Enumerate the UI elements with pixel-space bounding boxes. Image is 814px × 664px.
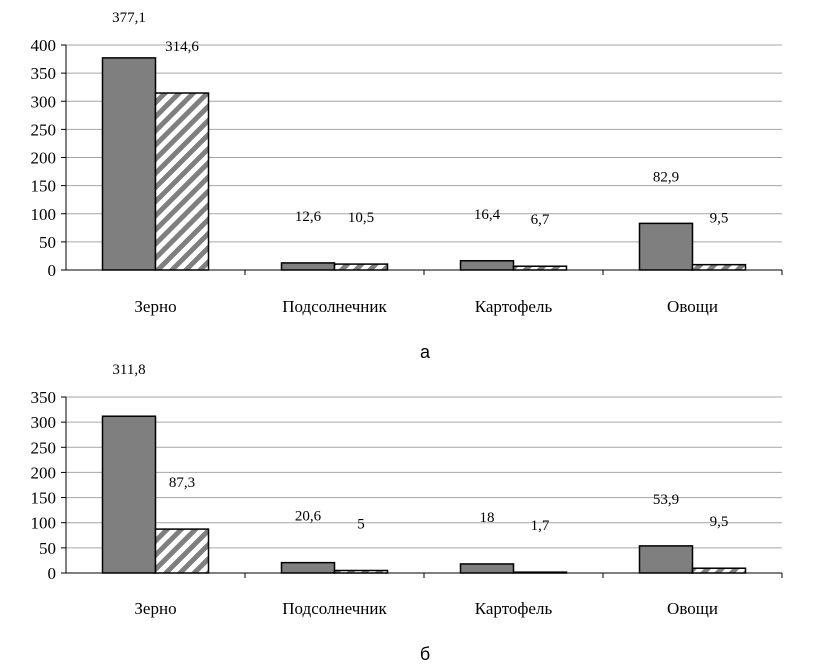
bar-series-1	[459, 563, 515, 574]
bar-series-2	[512, 571, 568, 574]
y-tick-label: 350	[31, 64, 57, 83]
y-tick-label: 250	[31, 120, 57, 139]
bar-series-2	[154, 92, 210, 271]
y-tick-label: 0	[48, 564, 57, 583]
data-label: 9,5	[710, 514, 729, 530]
y-tick-label: 100	[31, 514, 57, 533]
bar-series-1	[101, 57, 157, 271]
bar-series-1	[280, 561, 336, 574]
y-tick-label: 100	[31, 205, 57, 224]
y-tick-label: 300	[31, 413, 57, 432]
category-label: Картофель	[475, 599, 553, 618]
category-label: Подсолнечник	[282, 297, 387, 316]
data-label: 5	[357, 516, 365, 532]
data-label: 20,6	[295, 509, 322, 525]
y-tick-label: 50	[39, 539, 56, 558]
chart-a: 0 50 100 150 200 250 300 350 400 Зерно 377,1 314,6 П…	[31, 10, 783, 316]
y-tick-label: 350	[31, 388, 57, 407]
y-tick-label: 150	[31, 489, 57, 508]
bar-series-2	[691, 567, 747, 574]
bar-series-2	[512, 265, 568, 271]
data-label: 82,9	[653, 169, 679, 185]
y-tick-label: 150	[31, 177, 57, 196]
y-tick-label: 50	[39, 233, 56, 252]
y-tick-label: 200	[31, 463, 57, 482]
bar-series-2	[333, 569, 389, 574]
data-label: 311,8	[112, 362, 145, 378]
data-label: 16,4	[474, 207, 501, 223]
category-label: Овощи	[667, 297, 718, 316]
y-tick-label: 250	[31, 438, 57, 457]
y-tick-label: 300	[31, 92, 57, 111]
category-label: Овощи	[667, 599, 718, 618]
data-label: 377,1	[112, 10, 146, 26]
data-label: 314,6	[165, 39, 199, 55]
chart-b: 0 50 100 150 200 250 300 350 Зерно 311,8 87,3 Подсо…	[31, 362, 783, 618]
data-label: 9,5	[710, 211, 729, 227]
category-label: Подсолнечник	[282, 599, 387, 618]
bar-series-1	[459, 260, 515, 271]
category-label: Картофель	[475, 297, 553, 316]
bar-series-2	[691, 263, 747, 271]
data-label: 53,9	[653, 492, 679, 508]
bar-series-1	[101, 415, 157, 574]
panel-label-b: б	[420, 644, 430, 664]
data-label: 12,6	[295, 209, 322, 225]
bar-series-1	[638, 222, 694, 271]
data-label: 18	[480, 510, 495, 526]
bar-series-2	[154, 528, 210, 574]
panel-label-a: а	[420, 342, 431, 362]
data-label: 1,7	[531, 518, 550, 534]
y-tick-label: 200	[31, 149, 57, 168]
y-tick-label: 400	[31, 36, 57, 55]
data-label: 10,5	[348, 210, 374, 226]
data-label: 6,7	[531, 212, 550, 228]
category-label: Зерно	[134, 599, 176, 618]
data-label: 87,3	[169, 475, 195, 491]
bar-series-1	[638, 545, 694, 574]
bar-series-1	[280, 262, 336, 271]
y-tick-label: 0	[48, 261, 57, 280]
bar-series-2	[333, 263, 389, 271]
category-label: Зерно	[134, 297, 176, 316]
